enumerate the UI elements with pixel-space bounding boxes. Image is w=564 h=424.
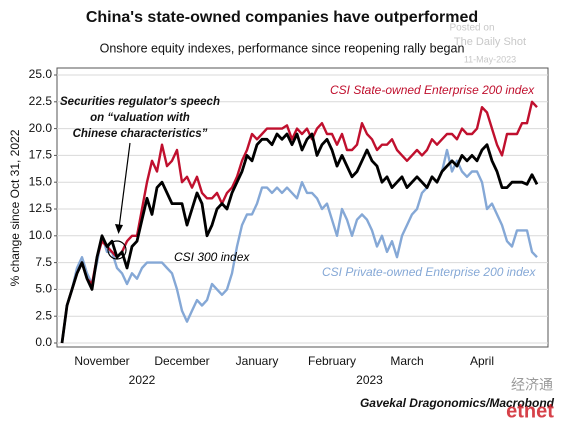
y-tick-label: 17.5 xyxy=(29,148,53,162)
annotation: Chinese characteristics” xyxy=(73,128,208,140)
annotation-arrow xyxy=(118,142,131,229)
y-tick-label: 7.5 xyxy=(35,255,52,269)
annotation-circle xyxy=(107,240,127,260)
watermark: The Daily Shot xyxy=(454,36,526,48)
annotation: on “valuation with xyxy=(90,112,190,124)
watermark: 11-May-2023 xyxy=(464,54,516,64)
watermark: Posted on xyxy=(449,23,494,34)
series-label: CSI State-owned Enterprise 200 index xyxy=(330,83,535,97)
source: Gavekal Dragonomics/Macrobond xyxy=(360,396,555,410)
chart-title: China's state-owned companies have outpe… xyxy=(86,9,478,26)
x-tick-label: November xyxy=(74,354,129,368)
y-tick-label: 10.0 xyxy=(29,228,53,242)
y-tick-label: 5.0 xyxy=(35,282,52,296)
logo: 经济通 xyxy=(511,377,553,393)
y-tick-label: 25.0 xyxy=(29,67,53,81)
y-tick-label: 12.5 xyxy=(29,201,53,215)
series-label: CSI 300 index xyxy=(174,250,250,264)
chart-subtitle: Onshore equity indexes, performance sinc… xyxy=(100,41,465,55)
x-tick-label: April xyxy=(470,354,494,368)
x-tick-label: February xyxy=(308,354,356,368)
annotation-arrowhead xyxy=(115,224,123,234)
series-label: CSI Private-owned Enterprise 200 index xyxy=(322,265,536,279)
x-group-label: 2022 xyxy=(129,373,156,387)
annotation: Securities regulator's speech xyxy=(60,96,220,108)
series-line xyxy=(60,100,538,344)
logo: etnet xyxy=(506,400,554,422)
y-axis-label: % change since Oct 31, 2022 xyxy=(8,129,22,286)
y-tick-label: 2.5 xyxy=(35,308,52,322)
plot-frame xyxy=(56,67,549,348)
x-tick-label: March xyxy=(390,354,423,368)
x-tick-label: January xyxy=(236,354,279,368)
x-group-label: 2023 xyxy=(356,373,383,387)
y-tick-label: 0.0 xyxy=(35,335,52,349)
y-tick-label: 22.5 xyxy=(29,94,53,108)
x-tick-label: December xyxy=(154,354,209,368)
y-tick-label: 20.0 xyxy=(29,121,53,135)
series-line xyxy=(60,132,539,344)
y-tick-label: 15.0 xyxy=(29,174,53,188)
